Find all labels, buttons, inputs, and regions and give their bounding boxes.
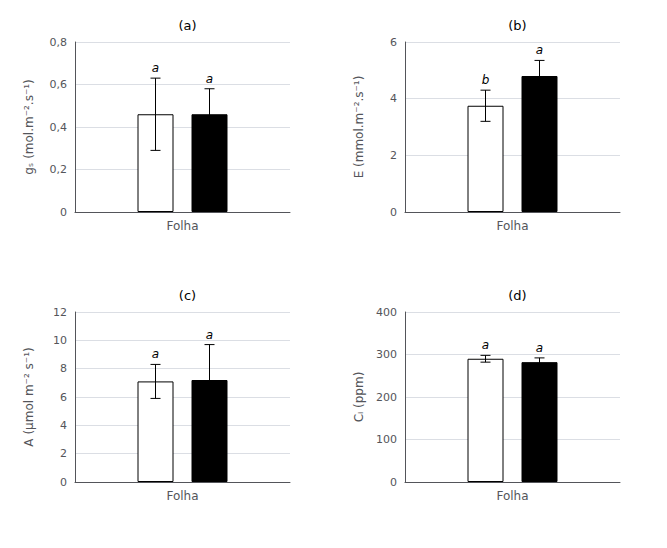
- svg-text:Folha: Folha: [496, 219, 528, 233]
- svg-text:Folha: Folha: [166, 489, 198, 503]
- svg-text:0: 0: [390, 206, 397, 219]
- svg-text:0,8: 0,8: [50, 36, 68, 49]
- svg-text:gₛ (mol.m⁻².s⁻¹): gₛ (mol.m⁻².s⁻¹): [22, 79, 36, 175]
- svg-text:Folha: Folha: [166, 219, 198, 233]
- svg-text:Folha: Folha: [496, 489, 528, 503]
- svg-text:a: a: [152, 61, 159, 75]
- svg-text:A (µmol m⁻² s⁻¹): A (µmol m⁻² s⁻¹): [22, 347, 36, 446]
- svg-text:2: 2: [390, 149, 397, 162]
- svg-text:12: 12: [53, 306, 67, 319]
- svg-text:0: 0: [60, 476, 67, 489]
- svg-text:(d): (d): [508, 288, 526, 303]
- svg-text:(b): (b): [508, 18, 526, 33]
- svg-text:a: a: [482, 338, 489, 352]
- svg-text:a: a: [206, 72, 213, 86]
- svg-text:0,2: 0,2: [50, 163, 68, 176]
- svg-text:400: 400: [376, 306, 397, 319]
- svg-text:0,6: 0,6: [50, 78, 68, 91]
- svg-text:E (mmol.m⁻².s⁻¹): E (mmol.m⁻².s⁻¹): [352, 76, 366, 179]
- svg-text:a: a: [536, 341, 543, 355]
- svg-text:0,4: 0,4: [50, 121, 68, 134]
- svg-text:4: 4: [60, 419, 67, 432]
- svg-text:(a): (a): [178, 18, 196, 33]
- svg-text:100: 100: [376, 433, 397, 446]
- svg-text:b: b: [482, 73, 490, 87]
- svg-text:a: a: [152, 347, 159, 361]
- svg-text:6: 6: [390, 36, 397, 49]
- svg-text:2: 2: [60, 447, 67, 460]
- svg-text:0: 0: [390, 476, 397, 489]
- svg-text:6: 6: [60, 391, 67, 404]
- svg-text:200: 200: [376, 391, 397, 404]
- svg-text:(c): (c): [179, 288, 196, 303]
- svg-text:a: a: [536, 43, 543, 57]
- svg-text:8: 8: [60, 362, 67, 375]
- svg-text:a: a: [206, 328, 213, 342]
- svg-text:Cᵢ (ppm): Cᵢ (ppm): [352, 372, 366, 423]
- svg-text:4: 4: [390, 92, 397, 105]
- svg-text:0: 0: [60, 206, 67, 219]
- svg-text:10: 10: [53, 334, 67, 347]
- svg-text:300: 300: [376, 348, 397, 361]
